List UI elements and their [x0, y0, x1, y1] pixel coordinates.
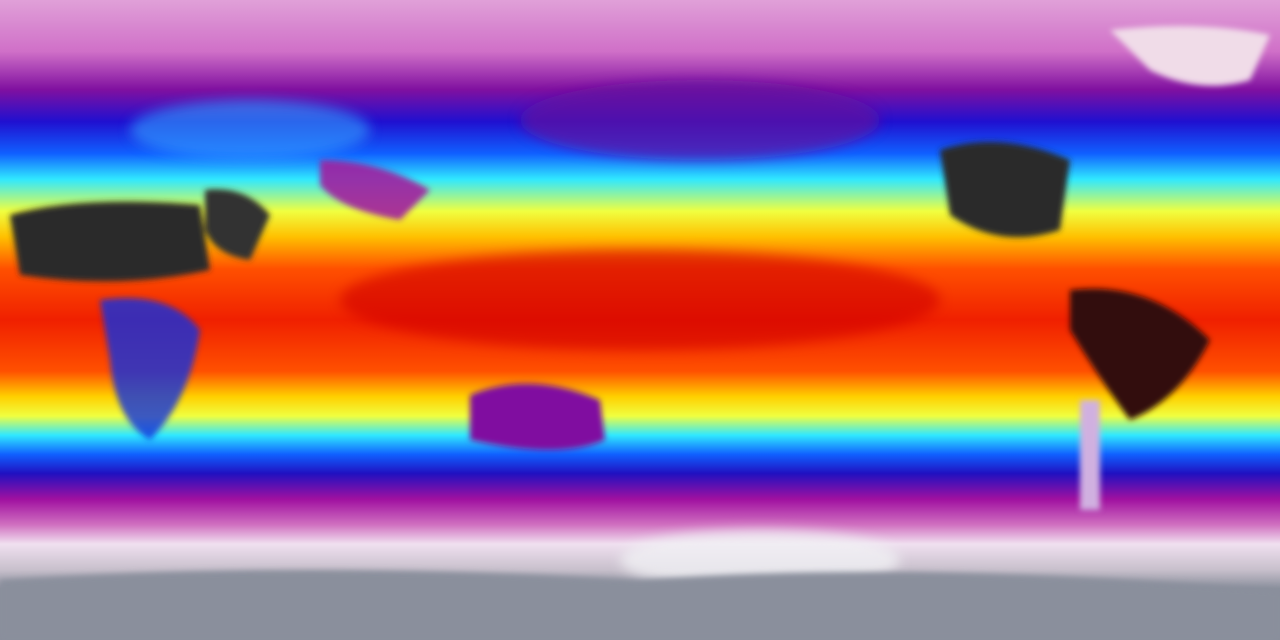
antarctica-region: [0, 570, 1280, 640]
sahara-region: [10, 201, 210, 282]
europe-cool: [130, 100, 370, 160]
warm-pool: [340, 250, 940, 350]
australia-region: [470, 383, 605, 450]
north-pacific-cold: [520, 80, 880, 160]
andes-region: [1080, 400, 1100, 510]
greenland-region: [1110, 26, 1270, 86]
south-america-hot-region: [1070, 288, 1210, 420]
arabia-region: [205, 189, 270, 260]
southern-africa-region: [100, 298, 200, 440]
tibet-region: [320, 160, 430, 220]
north-america-hot-region: [940, 142, 1070, 238]
